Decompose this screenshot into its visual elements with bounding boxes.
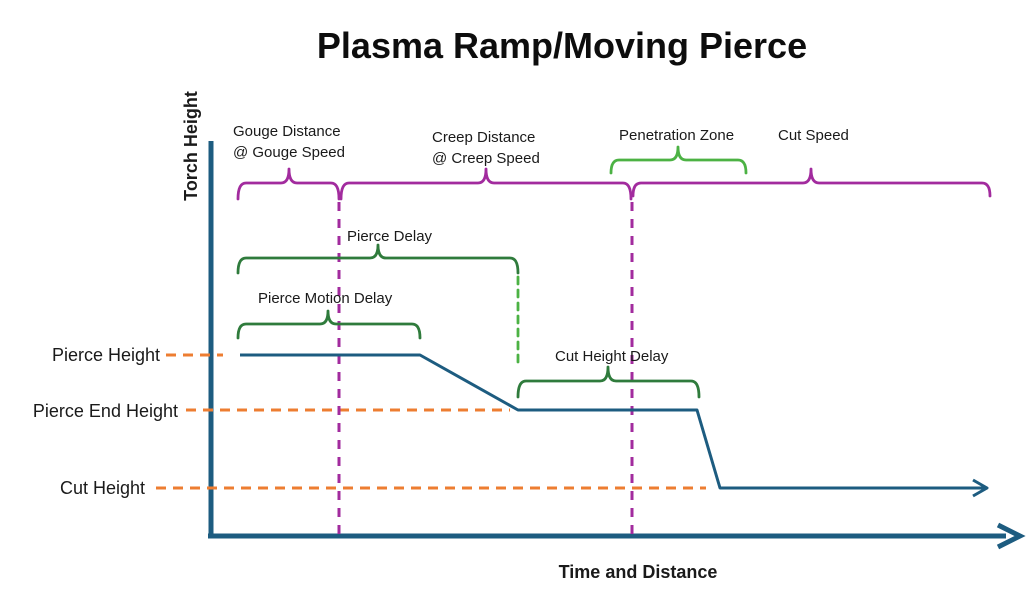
gouge-zone-label-line1: Gouge Distance	[233, 123, 341, 140]
pierce-end-height-label: Pierce End Height	[33, 401, 178, 421]
page-title: Plasma Ramp/Moving Pierce	[317, 25, 807, 66]
creep-zone-label-line1: Creep Distance	[432, 129, 535, 146]
penetration-zone-group	[516, 145, 748, 370]
zone-boundary-lines	[337, 202, 634, 534]
cut-height-delay-brace	[516, 365, 701, 399]
height-reference-lines	[156, 353, 706, 490]
label-group: Plasma Ramp/Moving Pierce Torch Height T…	[33, 25, 849, 582]
pierce-motion-delay-brace	[236, 309, 422, 340]
creep-zone-label-line2: @ Creep Speed	[432, 150, 540, 167]
x-axis-arrow-icon	[996, 522, 1026, 550]
cut-speed-label: Cut Speed	[778, 127, 849, 144]
pierce-height-label: Pierce Height	[52, 345, 160, 365]
cut-speed-zone-brace	[631, 167, 992, 198]
x-axis-label: Time and Distance	[559, 562, 718, 582]
pierce-delay-label: Pierce Delay	[347, 228, 433, 245]
delay-braces	[236, 243, 701, 399]
pierce-delay-brace	[236, 243, 520, 275]
torch-height-curve	[240, 353, 985, 490]
cut-height-delay-label: Cut Height Delay	[555, 348, 669, 365]
pierce-motion-delay-label: Pierce Motion Delay	[258, 290, 393, 307]
curve-arrow-icon	[972, 478, 989, 498]
gouge-zone-label-line2: @ Gouge Speed	[233, 144, 345, 161]
cut-height-label: Cut Height	[60, 478, 145, 498]
penetration-zone-label: Penetration Zone	[619, 127, 734, 144]
distance-zone-braces	[236, 167, 992, 201]
creep-zone-brace	[339, 167, 633, 201]
torch-height-curve-group	[240, 353, 989, 498]
gouge-zone-brace	[236, 167, 341, 201]
penetration-zone-brace	[609, 145, 748, 175]
y-axis-label: Torch Height	[181, 91, 201, 201]
axes-group	[208, 141, 1026, 550]
